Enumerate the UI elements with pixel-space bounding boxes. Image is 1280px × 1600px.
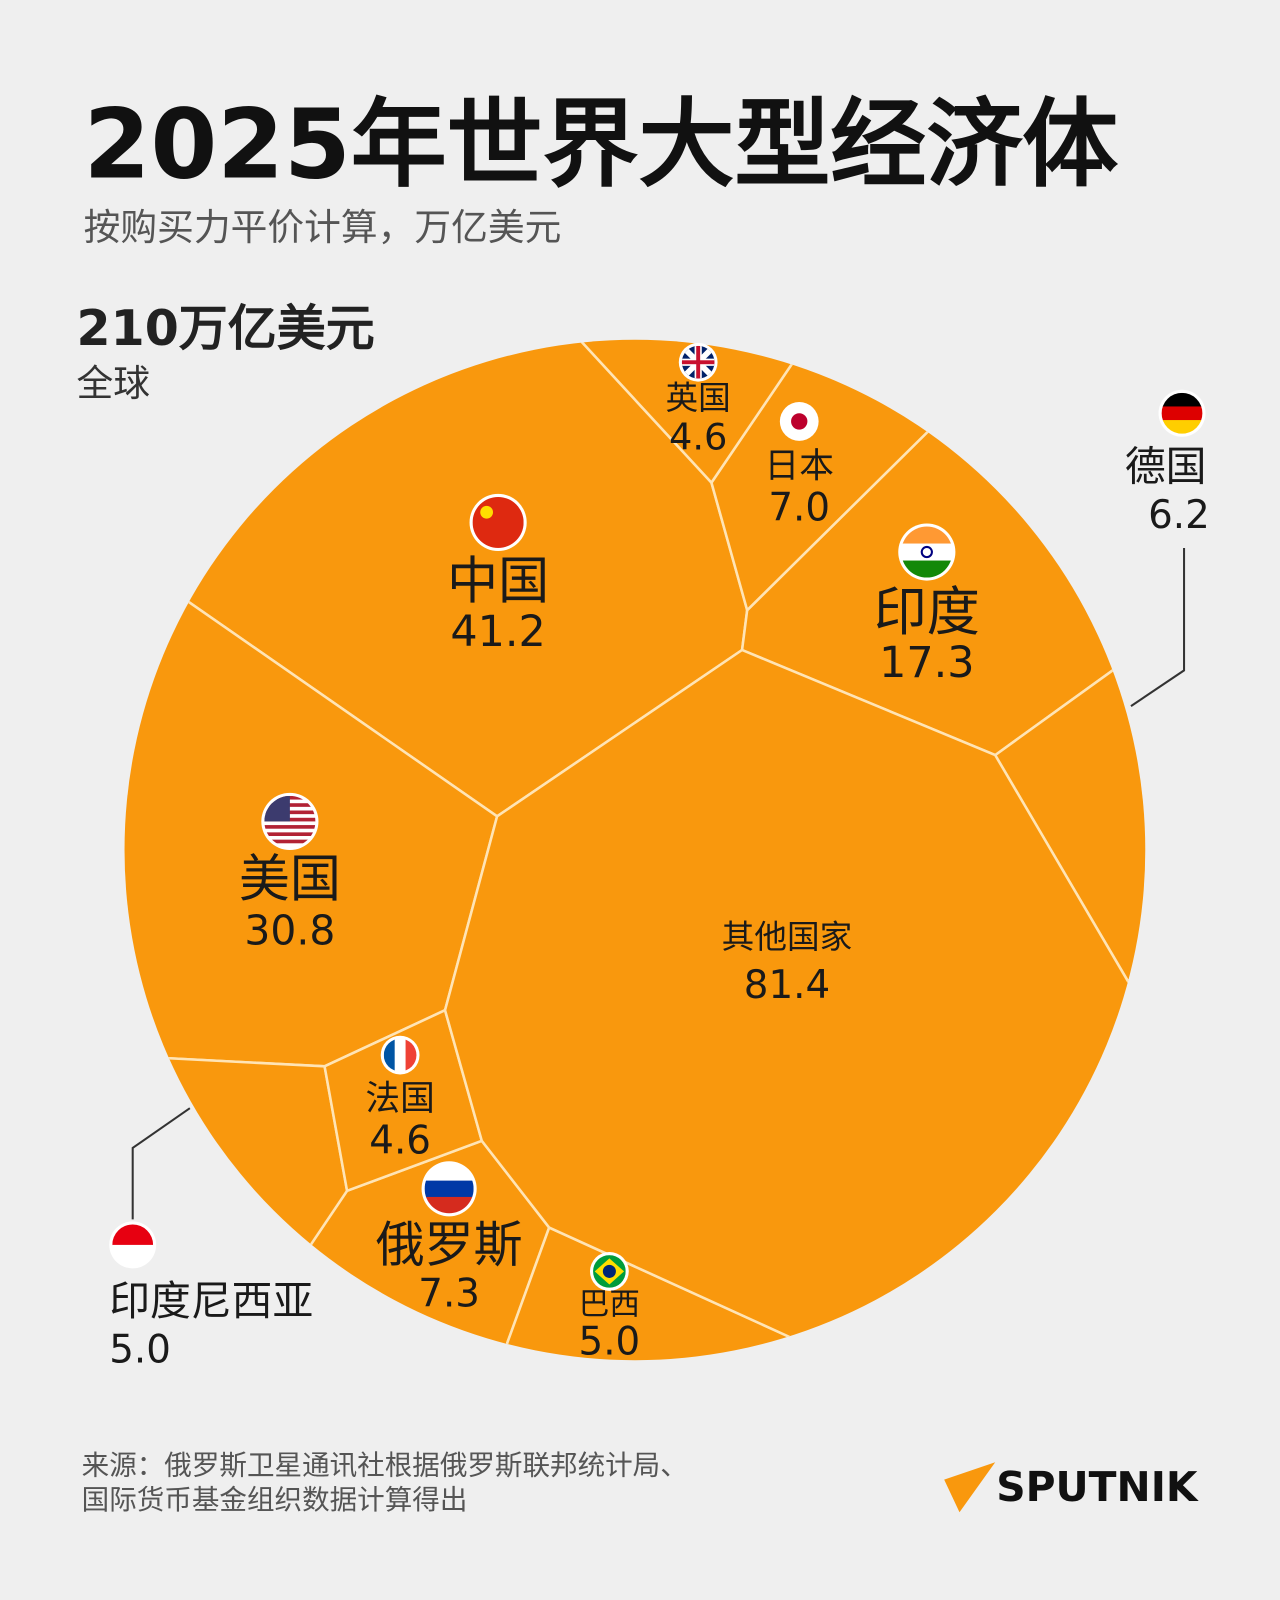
chart-title: 2025年世界大型经济体 (84, 88, 1119, 200)
flag-part (112, 1244, 154, 1266)
logo: SPUTNIK (996, 1463, 1199, 1511)
flag (901, 526, 953, 578)
category-label: 中国 (447, 553, 549, 612)
category-label: 美国 (239, 851, 341, 910)
flag-part (394, 1038, 407, 1072)
value-label: 5.0 (109, 1328, 171, 1373)
value-label: 4.6 (669, 415, 727, 458)
total-sublabel: 全球 (77, 362, 150, 405)
flag-part (602, 1264, 616, 1278)
flag-part (901, 526, 953, 545)
source: 来源：俄罗斯卫星通讯社根据俄罗斯联邦统计局、 (82, 1449, 688, 1481)
value-label: 7.3 (418, 1271, 480, 1316)
category-label: 德国 (1125, 442, 1207, 490)
value-label: 7.0 (768, 486, 830, 531)
logo-mark (944, 1462, 996, 1513)
flag-part (424, 1164, 474, 1182)
value-label: 41.2 (450, 607, 545, 657)
leader-line (1130, 547, 1186, 707)
labels: 中国41.2美国30.8印度17.3俄罗斯7.3日本7.0德国6.2印度尼西亚5… (109, 342, 1210, 1373)
flag-part (901, 543, 953, 562)
total-label: 210万亿美元 (77, 300, 375, 357)
flag-part (901, 560, 953, 578)
flag-part (424, 1196, 474, 1214)
flag-part (681, 360, 715, 365)
flag-part (264, 839, 316, 844)
flag-part (1161, 392, 1203, 407)
flag-part (383, 1038, 396, 1072)
flag-part (1161, 420, 1203, 434)
value-label: 4.6 (369, 1118, 431, 1163)
source: 国际货币基金组织数据计算得出 (82, 1484, 468, 1516)
value-label: 81.4 (744, 963, 830, 1008)
flag-part (264, 825, 316, 829)
flag-part (424, 1180, 474, 1198)
flag-part (791, 413, 808, 430)
category-label: 英国 (666, 379, 731, 417)
flag (593, 1255, 626, 1288)
value-label: 30.8 (244, 907, 335, 955)
flag-part (480, 505, 494, 519)
value-label: 6.2 (1148, 493, 1210, 538)
flag (112, 1224, 154, 1266)
flag-part (264, 832, 316, 837)
leader-line (131, 1107, 191, 1220)
flag (472, 496, 524, 548)
category-label: 法国 (365, 1079, 434, 1119)
flag (264, 795, 316, 844)
category-label: 巴西 (579, 1288, 640, 1323)
flag-part (920, 545, 933, 559)
category-label: 印度 (874, 581, 980, 643)
cell (993, 570, 1146, 1022)
value-label: 5.0 (579, 1319, 641, 1364)
flag-part (112, 1224, 154, 1246)
chart-subtitle: 按购买力平价计算，万亿美元 (84, 206, 562, 249)
flag (1161, 392, 1203, 434)
flag (383, 1038, 417, 1072)
category-label: 日本 (765, 446, 834, 486)
category-label: 俄罗斯 (376, 1216, 523, 1273)
flag-part (472, 496, 524, 548)
flag-part (405, 1038, 417, 1072)
value-label: 17.3 (879, 638, 974, 688)
flag (681, 345, 715, 379)
category-label: 其他国家 (722, 918, 853, 956)
flag (782, 405, 816, 438)
flag-part (1161, 406, 1203, 421)
flag (424, 1164, 474, 1214)
category-label: 印度尼西亚 (109, 1277, 313, 1325)
